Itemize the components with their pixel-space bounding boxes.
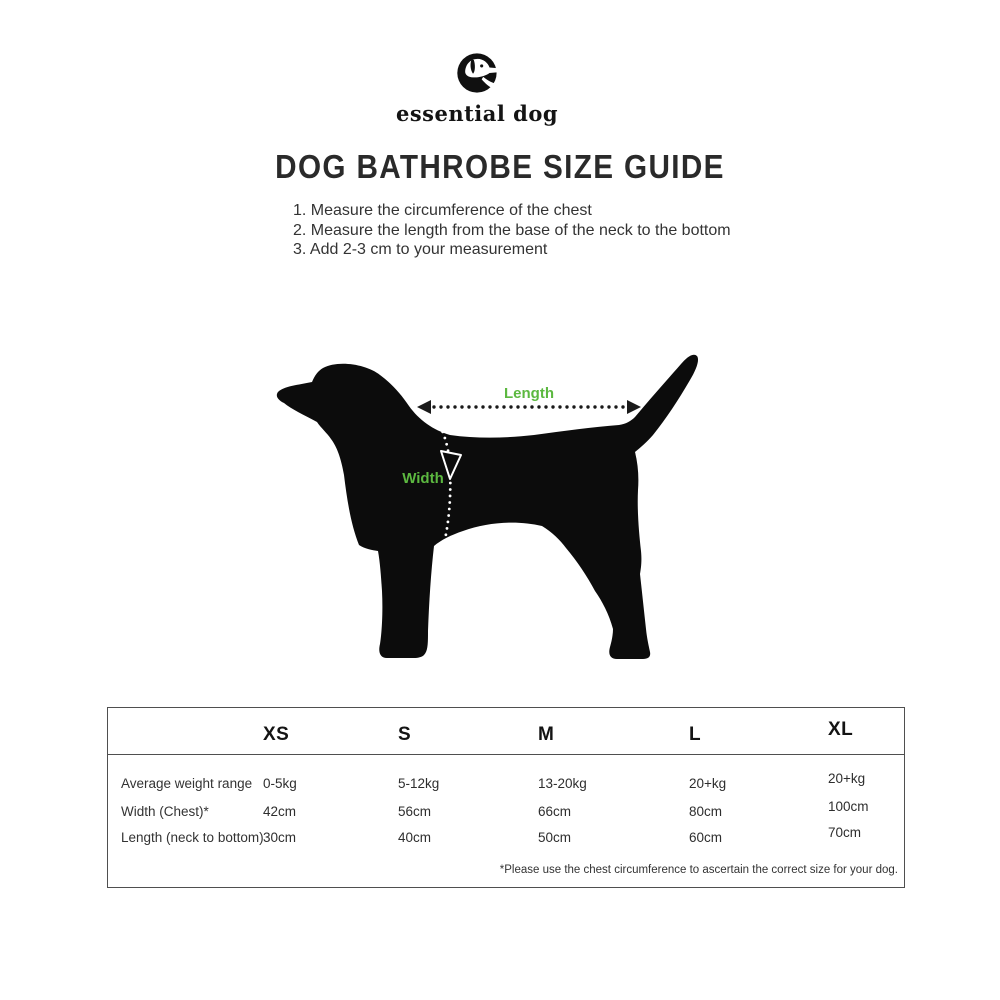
- size-table: XS S M L XL Average weight range 0-5kg 5…: [107, 707, 905, 888]
- dog-measurement-diagram: Length Width: [270, 340, 730, 690]
- brand-name: essential dog: [395, 101, 559, 126]
- row-label: Width (Chest)*: [121, 804, 209, 819]
- measuring-instructions: 1. Measure the circumference of the ches…: [293, 201, 731, 260]
- size-table-header: XS S M L XL: [108, 708, 904, 755]
- instruction-step: 2. Measure the length from the base of t…: [293, 221, 731, 239]
- page-title: DOG BATHROBE SIZE GUIDE: [275, 148, 725, 185]
- table-row: Average weight range 0-5kg 5-12kg 13-20k…: [108, 771, 904, 796]
- column-header-xl: XL: [828, 719, 854, 740]
- dog-silhouette-image: [276, 354, 699, 659]
- table-cell: 5-12kg: [398, 776, 440, 791]
- row-label: Length (neck to bottom): [121, 830, 264, 845]
- table-cell: 30cm: [263, 830, 297, 845]
- table-cell: 42cm: [263, 804, 297, 819]
- table-cell: 50cm: [538, 830, 572, 845]
- essential-dog-e-logo-icon: [457, 53, 499, 93]
- length-arrow-icon: [417, 400, 641, 414]
- table-cell: 20+kg: [689, 776, 727, 791]
- row-label: Average weight range: [121, 776, 253, 791]
- table-row: Length (neck to bottom) 30cm 40cm 50cm 6…: [108, 825, 904, 850]
- table-cell: 66cm: [538, 804, 572, 819]
- instruction-step: 1. Measure the circumference of the ches…: [293, 202, 592, 219]
- column-header-xs: XS: [263, 724, 290, 745]
- table-cell: 20+kg: [828, 771, 866, 786]
- table-footnote: *Please use the chest circumference to a…: [499, 864, 898, 876]
- column-header-l: L: [689, 724, 702, 745]
- instruction-step: 3. Add 2-3 cm to your measurement: [293, 241, 548, 258]
- table-cell: 40cm: [398, 830, 432, 845]
- table-cell: 0-5kg: [263, 776, 297, 791]
- table-cell: 100cm: [828, 799, 869, 814]
- column-header-m: M: [538, 724, 555, 745]
- column-header-s: S: [398, 724, 412, 745]
- brand-logo: essential dog: [396, 50, 558, 126]
- length-label: Length: [504, 385, 554, 402]
- table-cell: 60cm: [689, 830, 723, 845]
- table-row: Width (Chest)* 42cm 56cm 66cm 80cm 100cm: [108, 799, 904, 824]
- table-cell: 13-20kg: [538, 776, 587, 791]
- table-cell: 56cm: [398, 804, 432, 819]
- width-arrow-icon: [438, 424, 462, 550]
- table-cell: 80cm: [689, 804, 723, 819]
- table-cell: 70cm: [828, 825, 862, 840]
- width-label: Width: [402, 470, 444, 487]
